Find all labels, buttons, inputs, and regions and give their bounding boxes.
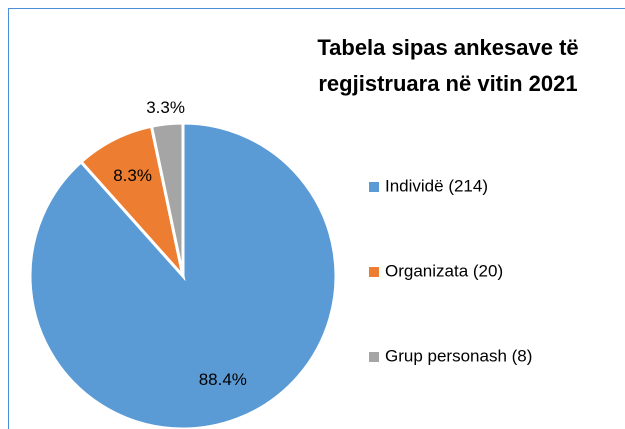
legend-label: Individë (214) [385,176,488,195]
pie-slice [149,121,185,277]
data-label: 88.4% [199,370,247,389]
legend-marker [369,352,379,362]
chart-title: Tabela sipas ankesave të regjistruara në… [317,35,579,96]
legend-marker [369,267,379,277]
chart-border [8,8,625,429]
legend-marker [369,182,379,192]
legend-label: Grup personash (8) [385,346,532,365]
data-label: 8.3% [113,166,152,185]
data-label: 3.3% [146,98,185,117]
legend-label: Organizata (20) [385,261,503,280]
